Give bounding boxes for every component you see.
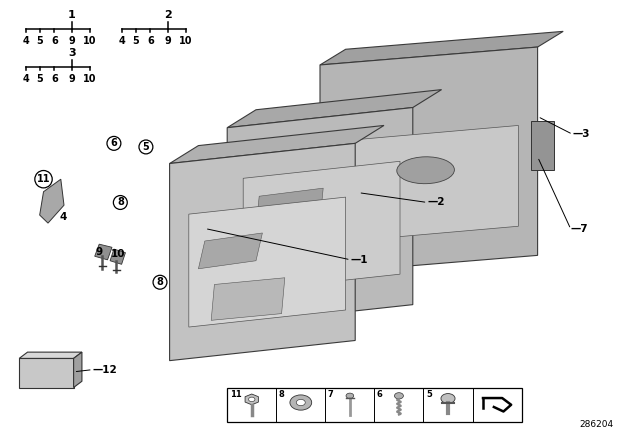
Circle shape: [346, 393, 354, 399]
Polygon shape: [110, 249, 125, 264]
Text: 286204: 286204: [579, 420, 613, 429]
Polygon shape: [74, 352, 82, 388]
Polygon shape: [339, 125, 518, 242]
Polygon shape: [170, 143, 355, 361]
Text: —12: —12: [93, 365, 118, 375]
Text: —2: —2: [428, 198, 445, 207]
Text: 9: 9: [68, 74, 75, 84]
Text: 10: 10: [179, 36, 193, 46]
Polygon shape: [227, 90, 442, 128]
Text: 8: 8: [279, 390, 285, 399]
Text: 4: 4: [118, 36, 125, 46]
Polygon shape: [19, 352, 82, 358]
Polygon shape: [40, 179, 64, 223]
Ellipse shape: [397, 157, 454, 184]
Text: 5: 5: [132, 36, 139, 46]
Text: —7: —7: [571, 224, 589, 234]
Text: 9: 9: [95, 247, 103, 257]
Polygon shape: [95, 244, 112, 260]
Polygon shape: [198, 233, 262, 269]
Text: 11: 11: [36, 174, 51, 184]
Text: 10: 10: [83, 36, 97, 46]
Text: —1: —1: [351, 255, 368, 265]
Text: 5: 5: [143, 142, 149, 152]
Circle shape: [296, 400, 305, 406]
Polygon shape: [227, 108, 413, 325]
Text: —3: —3: [573, 129, 590, 139]
Polygon shape: [19, 358, 74, 388]
Text: 9: 9: [164, 36, 171, 46]
Text: 11: 11: [230, 390, 241, 399]
Polygon shape: [256, 188, 323, 228]
Text: 7: 7: [328, 390, 333, 399]
Text: 4: 4: [22, 36, 29, 46]
Polygon shape: [320, 31, 563, 65]
Text: 6: 6: [377, 390, 383, 399]
Bar: [531, 121, 554, 170]
Polygon shape: [170, 125, 384, 164]
Text: 6: 6: [51, 36, 58, 46]
Polygon shape: [189, 197, 346, 327]
Text: 10: 10: [83, 74, 97, 84]
Text: 6: 6: [51, 74, 58, 84]
Text: 5: 5: [426, 390, 432, 399]
Circle shape: [441, 394, 455, 404]
Text: 2: 2: [164, 10, 172, 20]
Polygon shape: [243, 161, 400, 291]
Text: 1: 1: [68, 10, 76, 20]
Text: 10: 10: [111, 250, 125, 259]
Bar: [227, 388, 522, 422]
Text: 8: 8: [157, 277, 163, 287]
Circle shape: [248, 397, 255, 402]
Text: 5: 5: [36, 74, 43, 84]
Text: 5: 5: [36, 36, 43, 46]
Polygon shape: [211, 278, 285, 320]
Text: 9: 9: [68, 36, 75, 46]
Text: 6: 6: [111, 138, 117, 148]
Text: 4: 4: [59, 212, 67, 222]
Text: 6: 6: [147, 36, 154, 46]
Circle shape: [394, 392, 403, 399]
Circle shape: [290, 395, 312, 410]
Text: 3: 3: [68, 48, 76, 58]
Text: 8: 8: [117, 198, 124, 207]
Polygon shape: [320, 47, 538, 273]
Text: 4: 4: [22, 74, 29, 84]
